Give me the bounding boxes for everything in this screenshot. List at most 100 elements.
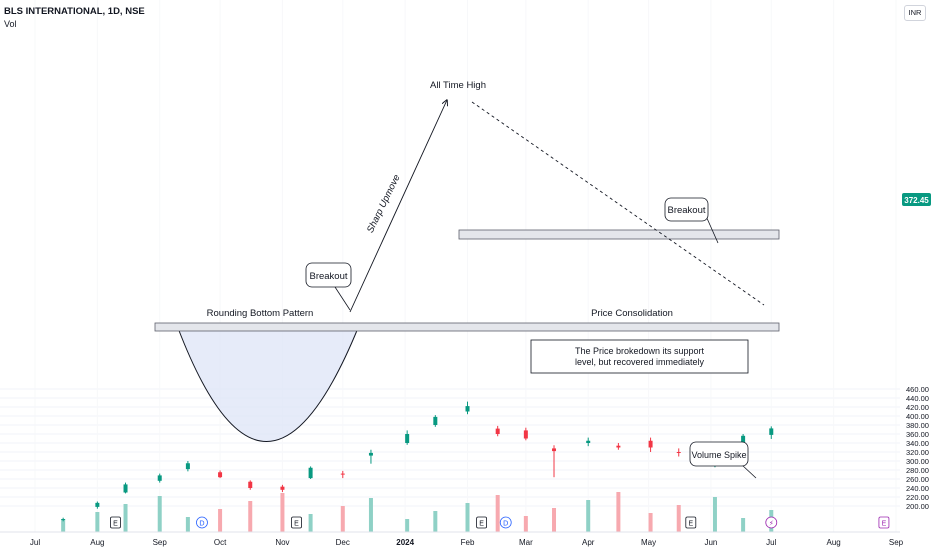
candle[interactable] xyxy=(308,466,313,479)
candle[interactable] xyxy=(157,473,162,483)
svg-text:D: D xyxy=(503,520,508,528)
candle[interactable] xyxy=(218,470,223,479)
volume-bar xyxy=(712,497,717,532)
earnings-event-icon[interactable]: E xyxy=(291,516,302,529)
x-tick-label: Sep xyxy=(153,538,168,547)
candle[interactable] xyxy=(433,415,438,427)
y-tick-label: 220.00 xyxy=(906,493,929,502)
x-tick-label: Oct xyxy=(214,538,227,547)
candle[interactable] xyxy=(368,449,373,464)
sharp-upmove-arrow xyxy=(349,100,447,313)
event-markers: E D E E D E ⚡ E xyxy=(110,516,890,529)
earnings-event-icon[interactable]: E xyxy=(685,516,697,529)
candle[interactable] xyxy=(616,443,621,450)
support-note-line-2: level, but recovered immediately xyxy=(575,357,705,367)
x-tick-label: Aug xyxy=(827,538,841,547)
y-tick-label: 340.00 xyxy=(906,439,929,448)
y-tick-label: 320.00 xyxy=(906,448,929,457)
breakout-1-box xyxy=(305,262,352,288)
currency-button[interactable]: INR xyxy=(904,5,926,21)
volume-bar xyxy=(61,520,66,532)
price-consolidation-label: Price Consolidation xyxy=(591,308,673,319)
volume-spike-label: Volume Spike xyxy=(691,450,746,460)
candle[interactable] xyxy=(465,401,470,415)
dividend-event-icon[interactable]: D xyxy=(499,516,512,529)
volume-spike-pointer xyxy=(741,464,757,479)
candle[interactable] xyxy=(648,437,653,452)
breakout-2-pointer xyxy=(705,215,719,244)
y-tick-label: 420.00 xyxy=(906,403,929,412)
candle[interactable] xyxy=(552,445,557,478)
x-tick-label: Jul xyxy=(30,538,40,547)
candle[interactable] xyxy=(769,426,774,439)
volume-bar xyxy=(340,506,345,532)
x-tick-label: Nov xyxy=(275,538,289,547)
svg-text:E: E xyxy=(294,521,299,528)
breakout-1-label: Breakout xyxy=(309,271,347,282)
volume-bar xyxy=(185,517,190,532)
breakout-2-box xyxy=(664,197,709,222)
candle[interactable] xyxy=(340,470,345,479)
svg-text:E: E xyxy=(113,521,118,528)
candle[interactable] xyxy=(523,427,528,441)
candle[interactable] xyxy=(586,437,591,447)
svg-text:E: E xyxy=(882,521,887,528)
y-tick-label: 400.00 xyxy=(906,412,929,421)
candle[interactable] xyxy=(61,517,66,522)
volume-bar xyxy=(741,518,746,532)
volume-bar xyxy=(95,512,100,532)
y-tick-label: 200.00 xyxy=(906,502,929,511)
volume-bar xyxy=(552,508,557,532)
svg-text:E: E xyxy=(688,521,693,528)
earnings-event-icon[interactable]: E xyxy=(476,516,487,529)
support-note-box xyxy=(530,339,749,374)
x-tick-label: Apr xyxy=(582,538,595,547)
y-tick-label: 460.00 xyxy=(906,385,929,394)
volume-bar xyxy=(676,505,681,532)
volume-bar xyxy=(523,516,528,532)
volume-bar xyxy=(218,509,223,532)
volume-bar xyxy=(123,504,128,532)
candle[interactable] xyxy=(123,482,128,494)
candle[interactable] xyxy=(405,430,410,445)
x-tick-label: Aug xyxy=(90,538,104,547)
symbol-title: BLS INTERNATIONAL, 1D, NSE xyxy=(4,6,145,17)
candle[interactable] xyxy=(248,480,253,490)
x-tick-label: Jun xyxy=(704,538,717,547)
volume-bar xyxy=(616,492,621,532)
earnings-event-icon[interactable]: E xyxy=(110,516,121,529)
candle[interactable] xyxy=(185,461,190,472)
candle[interactable] xyxy=(280,484,285,493)
y-tick-label: 280.00 xyxy=(906,466,929,475)
y-tick-label: 260.00 xyxy=(906,475,929,484)
x-tick-label: Mar xyxy=(519,538,533,547)
y-tick-label: 300.00 xyxy=(906,457,929,466)
earnings-event-icon[interactable]: E xyxy=(878,516,890,529)
split-event-icon[interactable]: ⚡ xyxy=(765,516,778,529)
candle[interactable] xyxy=(676,448,681,457)
volume-bar xyxy=(433,511,438,532)
y-tick-label: 360.00 xyxy=(906,430,929,439)
x-tick-label: Sep xyxy=(889,538,904,547)
y-tick-label: 440.00 xyxy=(906,394,929,403)
breakout-2-label: Breakout xyxy=(667,205,705,216)
volume-bar xyxy=(280,493,285,532)
volume-bar xyxy=(368,498,373,532)
candle[interactable] xyxy=(95,501,100,509)
volume-bars xyxy=(61,492,774,532)
y-axis-labels: 200.00220.00240.00260.00280.00300.00320.… xyxy=(906,385,929,511)
volume-bar xyxy=(308,514,313,532)
volume-indicator-label[interactable]: Vol xyxy=(4,19,17,29)
dividend-event-icon[interactable]: D xyxy=(196,516,208,529)
rounding-bottom-fill xyxy=(178,328,358,442)
x-tick-label: Jul xyxy=(766,538,776,547)
svg-text:E: E xyxy=(479,521,484,528)
svg-text:⚡: ⚡ xyxy=(769,520,774,528)
last-price-value: 372.45 xyxy=(904,196,929,205)
candle[interactable] xyxy=(495,425,500,437)
volume-bar xyxy=(586,500,591,532)
resistance-zone-consolidation xyxy=(458,229,780,240)
support-zone-neckline xyxy=(154,322,780,332)
x-axis-labels: Jul Aug Sep Oct Nov Dec 2024 Feb Mar Apr May Jun Jul… xyxy=(30,538,904,547)
